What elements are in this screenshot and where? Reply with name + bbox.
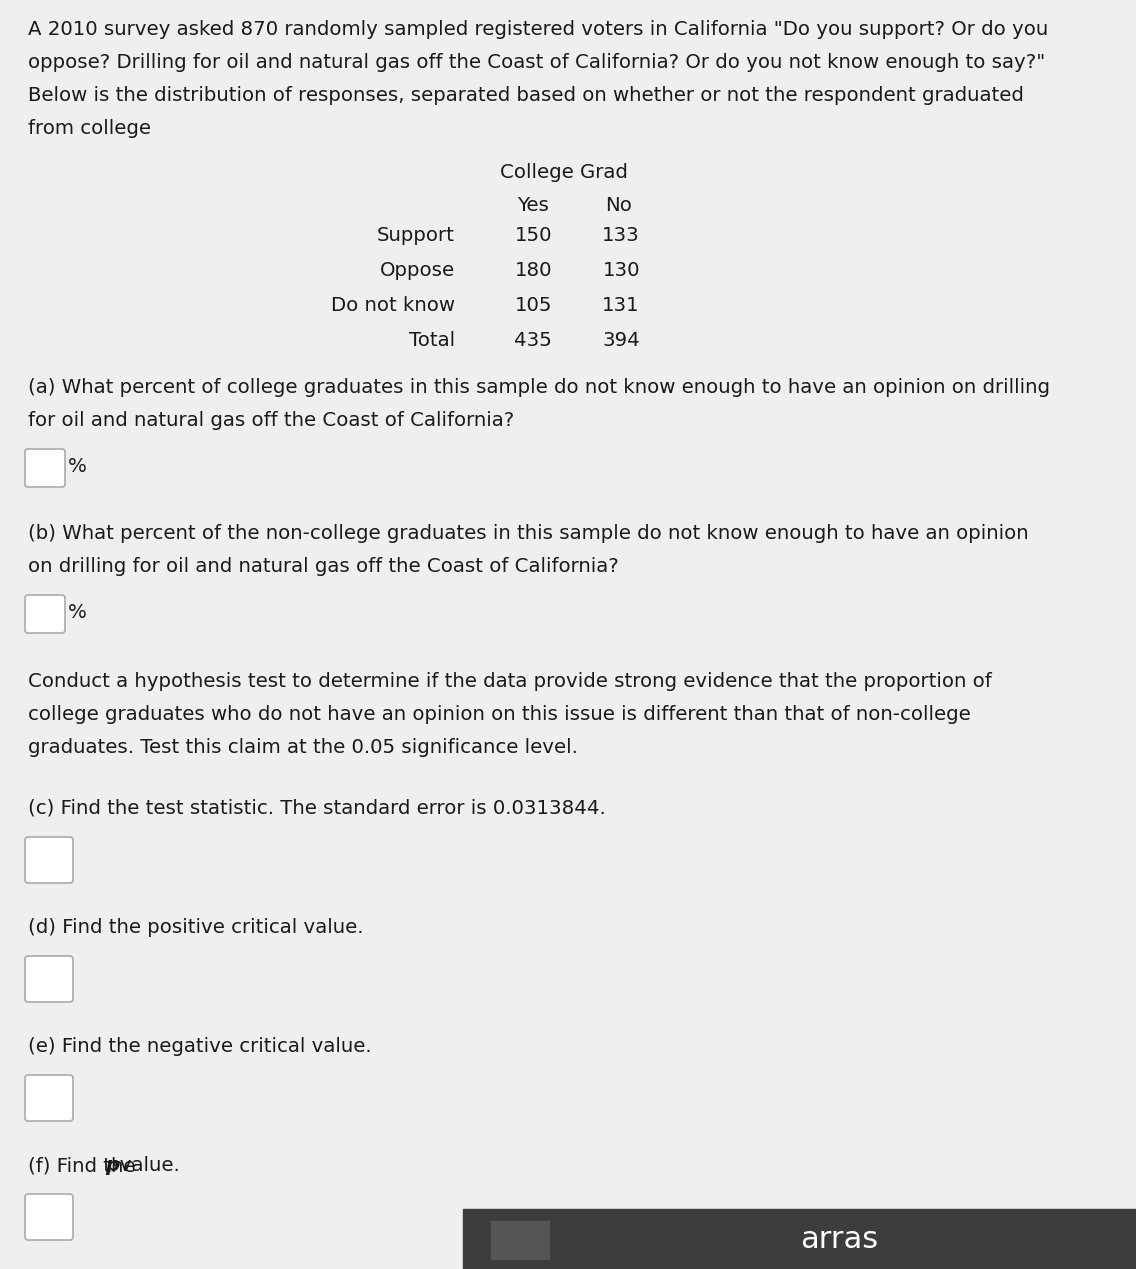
Text: 394: 394 <box>602 331 640 350</box>
Text: -value.: -value. <box>114 1156 181 1175</box>
FancyBboxPatch shape <box>25 1194 73 1240</box>
Text: (d) Find the positive critical value.: (d) Find the positive critical value. <box>28 917 364 937</box>
Text: 105: 105 <box>515 296 552 315</box>
Text: college graduates who do not have an opinion on this issue is different than tha: college graduates who do not have an opi… <box>28 706 971 725</box>
FancyBboxPatch shape <box>25 838 73 883</box>
Text: on drilling for oil and natural gas off the Coast of California?: on drilling for oil and natural gas off … <box>28 557 619 576</box>
Text: p: p <box>106 1156 119 1175</box>
Text: Support: Support <box>377 226 456 245</box>
Text: 130: 130 <box>602 261 640 280</box>
Text: A 2010 survey asked 870 randomly sampled registered voters in California "Do you: A 2010 survey asked 870 randomly sampled… <box>28 20 1049 39</box>
Text: for oil and natural gas off the Coast of California?: for oil and natural gas off the Coast of… <box>28 411 515 430</box>
Text: oppose? Drilling for oil and natural gas off the Coast of California? Or do you : oppose? Drilling for oil and natural gas… <box>28 53 1045 72</box>
Text: 180: 180 <box>515 261 552 280</box>
Text: Do not know: Do not know <box>331 296 456 315</box>
Text: (e) Find the negative critical value.: (e) Find the negative critical value. <box>28 1037 371 1056</box>
Text: Total: Total <box>409 331 456 350</box>
Text: 150: 150 <box>515 226 552 245</box>
FancyBboxPatch shape <box>25 595 65 633</box>
FancyBboxPatch shape <box>25 956 73 1003</box>
Text: from college: from college <box>28 119 151 138</box>
Text: Conduct a hypothesis test to determine if the data provide strong evidence that : Conduct a hypothesis test to determine i… <box>28 673 992 692</box>
Text: 133: 133 <box>602 226 640 245</box>
Bar <box>491 1221 549 1259</box>
Text: College Grad: College Grad <box>500 162 628 181</box>
FancyBboxPatch shape <box>25 1075 73 1121</box>
Text: Below is the distribution of responses, separated based on whether or not the re: Below is the distribution of responses, … <box>28 86 1024 105</box>
Text: (a) What percent of college graduates in this sample do not know enough to have : (a) What percent of college graduates in… <box>28 378 1050 397</box>
Text: arras: arras <box>801 1225 878 1254</box>
Text: (c) Find the test statistic. The standard error is 0.0313844.: (c) Find the test statistic. The standar… <box>28 799 605 819</box>
Text: (f) Find the: (f) Find the <box>28 1156 142 1175</box>
Text: Yes: Yes <box>517 195 549 214</box>
FancyBboxPatch shape <box>25 449 65 487</box>
Text: %: % <box>68 457 86 476</box>
Text: No: No <box>605 195 632 214</box>
Text: 435: 435 <box>515 331 552 350</box>
Text: %: % <box>68 603 86 622</box>
Text: 131: 131 <box>602 296 640 315</box>
Text: graduates. Test this claim at the 0.05 significance level.: graduates. Test this claim at the 0.05 s… <box>28 739 578 758</box>
Bar <box>463 1209 1136 1269</box>
Text: (b) What percent of the non-college graduates in this sample do not know enough : (b) What percent of the non-college grad… <box>28 524 1028 543</box>
Text: Oppose: Oppose <box>379 261 456 280</box>
